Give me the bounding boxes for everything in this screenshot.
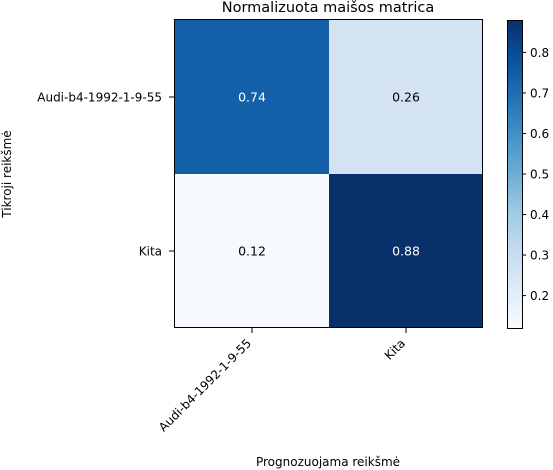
heatmap-cell bbox=[175, 20, 329, 174]
colorbar-tick-label: 0.4 bbox=[530, 208, 549, 222]
x-tick-label: Audi-b4-1992-1-9-55 bbox=[156, 336, 254, 434]
colorbar-tick-label: 0.5 bbox=[530, 168, 549, 182]
colorbar bbox=[507, 20, 522, 328]
x-tick-label: Kita bbox=[382, 336, 408, 362]
x-axis-label: Prognozuojama reikšmė bbox=[256, 455, 400, 469]
colorbar-tick-label: 0.8 bbox=[530, 46, 549, 60]
colorbar-ticks: 0.2 0.3 0.4 0.5 0.6 0.7 0.8 bbox=[522, 46, 549, 303]
x-axis-ticks: Audi-b4-1992-1-9-55 Kita bbox=[156, 328, 408, 434]
chart-title: Normalizuota maišos matrica bbox=[222, 0, 435, 16]
cell-value-label: 0.12 bbox=[238, 244, 266, 259]
colorbar-tick-label: 0.7 bbox=[530, 86, 549, 100]
heatmap-cell bbox=[175, 174, 329, 328]
cell-value-label: 0.88 bbox=[392, 244, 420, 259]
colorbar-tick-label: 0.3 bbox=[530, 249, 549, 263]
cell-value-label: 0.74 bbox=[238, 90, 266, 105]
y-tick-label: Kita bbox=[139, 245, 162, 259]
heatmap-cell bbox=[329, 174, 483, 328]
heatmap-cells bbox=[175, 20, 483, 328]
heatmap-cell-labels: 0.74 0.26 0.12 0.88 bbox=[238, 90, 420, 259]
cell-value-label: 0.26 bbox=[392, 90, 420, 105]
heatmap-cell bbox=[329, 20, 483, 174]
y-axis-label: Tikroji reikšmė bbox=[0, 130, 14, 218]
y-axis-ticks: Audi-b4-1992-1-9-55 Kita bbox=[37, 91, 174, 259]
plot-frame bbox=[174, 19, 483, 328]
colorbar-tick-label: 0.2 bbox=[530, 289, 549, 303]
colorbar-tick-label: 0.6 bbox=[530, 127, 549, 141]
y-tick-label: Audi-b4-1992-1-9-55 bbox=[37, 91, 162, 105]
